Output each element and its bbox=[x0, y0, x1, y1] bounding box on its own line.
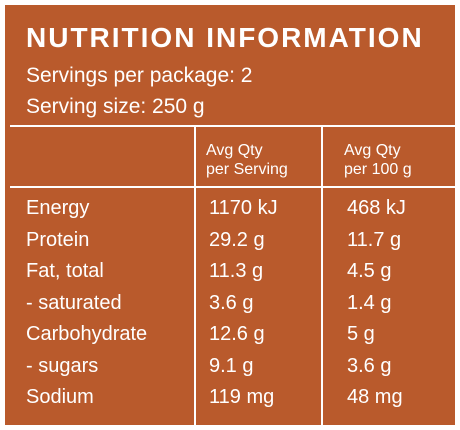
value-per-serving: 119 mg bbox=[209, 386, 275, 408]
panel-title: NUTRITION INFORMATION bbox=[26, 22, 424, 53]
servings-per-package: Servings per package: 2 bbox=[26, 64, 253, 87]
serving-size: Serving size: 250 g bbox=[26, 95, 205, 118]
nutrient-name: Fat, total bbox=[26, 260, 104, 282]
nutrient-name: Carbohydrate bbox=[26, 323, 148, 345]
column-divider-1 bbox=[194, 125, 196, 425]
value-per-100g: 4.5 g bbox=[347, 260, 392, 282]
value-per-100g: 48 mg bbox=[347, 386, 403, 408]
nutrient-name: Energy bbox=[26, 197, 90, 219]
table-row-fat-total: Fat, total 11.3 g 4.5 g bbox=[5, 256, 455, 287]
value-per-100g: 5 g bbox=[347, 323, 375, 345]
nutrient-name: - sugars bbox=[26, 355, 99, 377]
table-row-protein: Protein 29.2 g 11.7 g bbox=[5, 225, 455, 256]
table-top-rule bbox=[10, 125, 455, 127]
value-per-serving: 1170 kJ bbox=[209, 197, 278, 219]
header-per-100g-line1: Avg Qty bbox=[344, 142, 401, 159]
table-row-carbohydrate: Carbohydrate 12.6 g 5 g bbox=[5, 319, 455, 350]
header-per-100g-line2: per 100 g bbox=[344, 161, 412, 178]
value-per-serving: 11.3 g bbox=[209, 260, 264, 282]
header-per-serving-line2: per Serving bbox=[206, 161, 288, 178]
value-per-serving: 9.1 g bbox=[209, 355, 254, 377]
header-per-100g: Avg Qty per 100 g bbox=[344, 141, 412, 179]
header-per-serving-line1: Avg Qty bbox=[206, 142, 263, 159]
column-divider-2 bbox=[321, 125, 323, 425]
value-per-serving: 29.2 g bbox=[209, 229, 265, 251]
nutrient-name: - saturated bbox=[26, 292, 122, 314]
table-row-sugars: - sugars 9.1 g 3.6 g bbox=[5, 351, 455, 382]
table-row-sodium: Sodium 119 mg 48 mg bbox=[5, 382, 455, 413]
table-row-saturated: - saturated 3.6 g 1.4 g bbox=[5, 288, 455, 319]
value-per-serving: 12.6 g bbox=[209, 323, 265, 345]
table-row-energy: Energy 1170 kJ 468 kJ bbox=[5, 193, 455, 224]
value-per-100g: 11.7 g bbox=[347, 229, 402, 251]
value-per-serving: 3.6 g bbox=[209, 292, 254, 314]
value-per-100g: 1.4 g bbox=[347, 292, 392, 314]
nutrient-name: Sodium bbox=[26, 386, 94, 408]
value-per-100g: 468 kJ bbox=[347, 197, 406, 219]
header-per-serving: Avg Qty per Serving bbox=[206, 141, 288, 179]
nutrient-name: Protein bbox=[26, 229, 90, 251]
value-per-100g: 3.6 g bbox=[347, 355, 392, 377]
header-bottom-rule bbox=[10, 186, 455, 188]
